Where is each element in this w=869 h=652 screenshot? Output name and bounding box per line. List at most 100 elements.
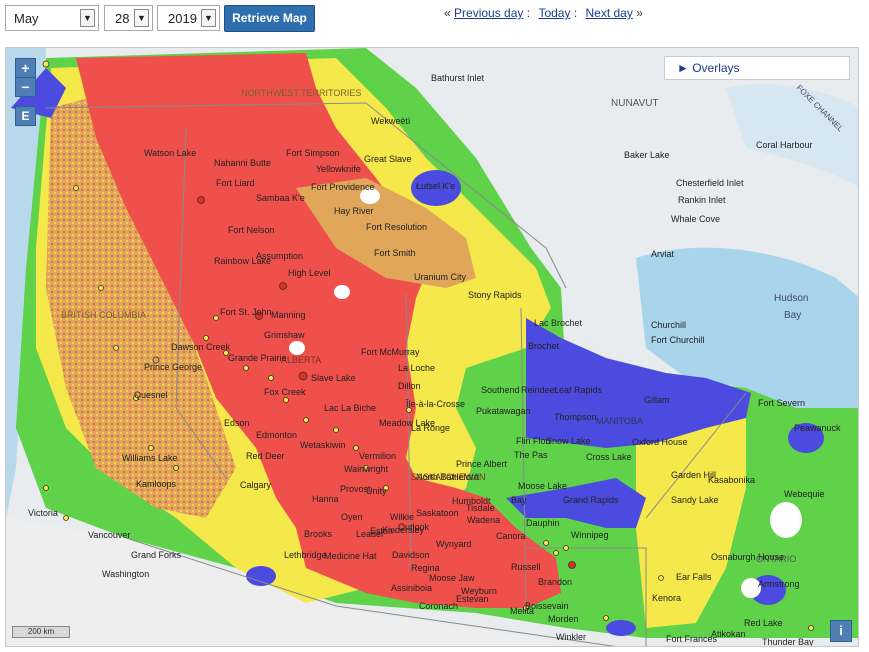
label-bc: BRITISH COLUMBIA	[61, 310, 146, 320]
zoom-out-button[interactable]: −	[15, 77, 36, 97]
label-place: Prince Albert	[456, 459, 508, 469]
label-place: Garden Hill	[671, 470, 716, 480]
label-place: Pukatawagan	[476, 406, 531, 416]
label-place: Lac La Biche	[324, 403, 376, 413]
label-place: North Battleford	[416, 472, 479, 482]
label-place: Russell	[511, 562, 541, 572]
label-place: Assiniboia	[391, 583, 432, 593]
label-place: Kamloops	[136, 479, 177, 489]
extent-button[interactable]: E	[15, 106, 36, 126]
chevron-down-icon: ▼	[134, 9, 149, 27]
label-place: Wetaskiwin	[300, 440, 345, 450]
label-place: Reindeer	[521, 385, 558, 395]
label-place: Oyen	[341, 512, 363, 522]
label-place: Meadow Lake	[379, 418, 435, 428]
today-link[interactable]: Today	[538, 6, 571, 20]
label-place: Rankin Inlet	[678, 195, 726, 205]
label-place: Unity	[366, 486, 387, 496]
chevron-down-icon: ▼	[201, 9, 216, 27]
label-place: Fort Liard	[216, 178, 255, 188]
danger-low-south	[506, 478, 646, 528]
label-place: Coral Harbour	[756, 140, 813, 150]
label-place: Slave Lake	[311, 373, 356, 383]
label-place: Boissevain	[525, 601, 569, 611]
danger-low-patch	[606, 620, 636, 636]
label-place: Grand Forks	[131, 550, 182, 560]
no-data-spot	[334, 285, 350, 299]
label-place: Fort Nelson	[228, 225, 275, 235]
label-place: Estevan	[456, 594, 489, 604]
month-value: May	[14, 11, 39, 26]
info-button[interactable]: i	[830, 620, 852, 642]
label-place: Fort St. John	[220, 307, 272, 317]
label-ontario: ONTARIO	[756, 554, 796, 564]
label-place: Edson	[224, 418, 250, 428]
map-canvas[interactable]: NORTHWEST TERRITORIES NUNAVUT BRITISH CO…	[6, 48, 859, 647]
label-place: Peawanuck	[794, 423, 841, 433]
label-place: High Level	[288, 268, 331, 278]
previous-day-link[interactable]: Previous day	[454, 6, 524, 20]
label-nwt: NORTHWEST TERRITORIES	[241, 88, 361, 98]
label-place: Thunder Bay	[762, 637, 814, 647]
label-place: Snow Lake	[546, 436, 591, 446]
label-place: Dillon	[398, 381, 421, 391]
label-place: Fort Churchill	[651, 335, 705, 345]
label-place: Provost	[340, 484, 371, 494]
label-place: Cross Lake	[586, 452, 632, 462]
nav-separator: :	[573, 6, 578, 20]
label-place: Armstrong	[758, 579, 800, 589]
label-place: Davidson	[392, 550, 430, 560]
arctic-water	[726, 84, 858, 187]
label-place: Calgary	[240, 480, 272, 490]
label-place: Assumption	[256, 251, 303, 261]
label-place: Bathurst Inlet	[431, 73, 485, 83]
label-place: Eston	[370, 526, 393, 536]
label-place: Williams Lake	[122, 453, 178, 463]
label-hudson-1: Hudson	[774, 293, 808, 304]
label-place: Grand Rapids	[563, 495, 619, 505]
no-data-spot	[360, 188, 380, 204]
no-data-spot	[770, 502, 802, 538]
label-place: Stony Rapids	[468, 290, 522, 300]
label-place: Melita	[510, 606, 534, 616]
retrieve-map-button[interactable]: Retrieve Map	[224, 5, 315, 32]
label-place: La Ronge	[411, 423, 450, 433]
label-alberta: ALBERTA	[281, 355, 321, 365]
day-select[interactable]: 28 ▼	[104, 5, 153, 31]
label-place: Vancouver	[88, 530, 130, 540]
label-place: Churchill	[651, 320, 686, 330]
label-place: Fox Creek	[264, 387, 306, 397]
label-place: Regina	[411, 563, 440, 573]
danger-low-nw	[11, 68, 66, 118]
label-place: Wilkie	[390, 512, 414, 522]
label-place: Fort Providence	[311, 182, 375, 192]
label-place: Kasabonika	[708, 475, 755, 485]
label-place: Grande Prairie	[228, 353, 287, 363]
label-place: Leader	[356, 529, 384, 539]
label-place: Outlook	[398, 522, 430, 532]
label-place: Sandy Lake	[671, 495, 719, 505]
nav-separator: :	[526, 6, 531, 20]
danger-high-east	[636, 393, 746, 628]
label-place: Great Slave	[364, 154, 412, 164]
label-place: Kindersley	[382, 525, 425, 535]
label-place: Kenora	[652, 593, 681, 603]
label-place: Fort Resolution	[366, 222, 427, 232]
label-place: Red Deer	[246, 451, 285, 461]
label-place: Tisdale	[466, 503, 495, 513]
label-place: Arviat	[651, 249, 675, 259]
overlays-toggle[interactable]: ► Overlays	[664, 56, 850, 80]
scale-bar: 200 km	[12, 626, 70, 638]
label-place: Washington	[102, 569, 149, 579]
fire-danger-map[interactable]: NORTHWEST TERRITORIES NUNAVUT BRITISH CO…	[5, 47, 859, 647]
chevron-down-icon: ▼	[80, 9, 95, 27]
zoom-in-button[interactable]: +	[15, 58, 36, 78]
danger-mixed-north	[296, 178, 476, 288]
label-place: Watson Lake	[144, 148, 196, 158]
label-place: Whale Cove	[671, 214, 720, 224]
month-select[interactable]: May ▼	[5, 5, 99, 31]
next-day-link[interactable]: Next day	[585, 6, 633, 20]
label-place: Grimshaw	[264, 330, 305, 340]
danger-low-patch	[246, 566, 276, 586]
year-select[interactable]: 2019 ▼	[157, 5, 220, 31]
